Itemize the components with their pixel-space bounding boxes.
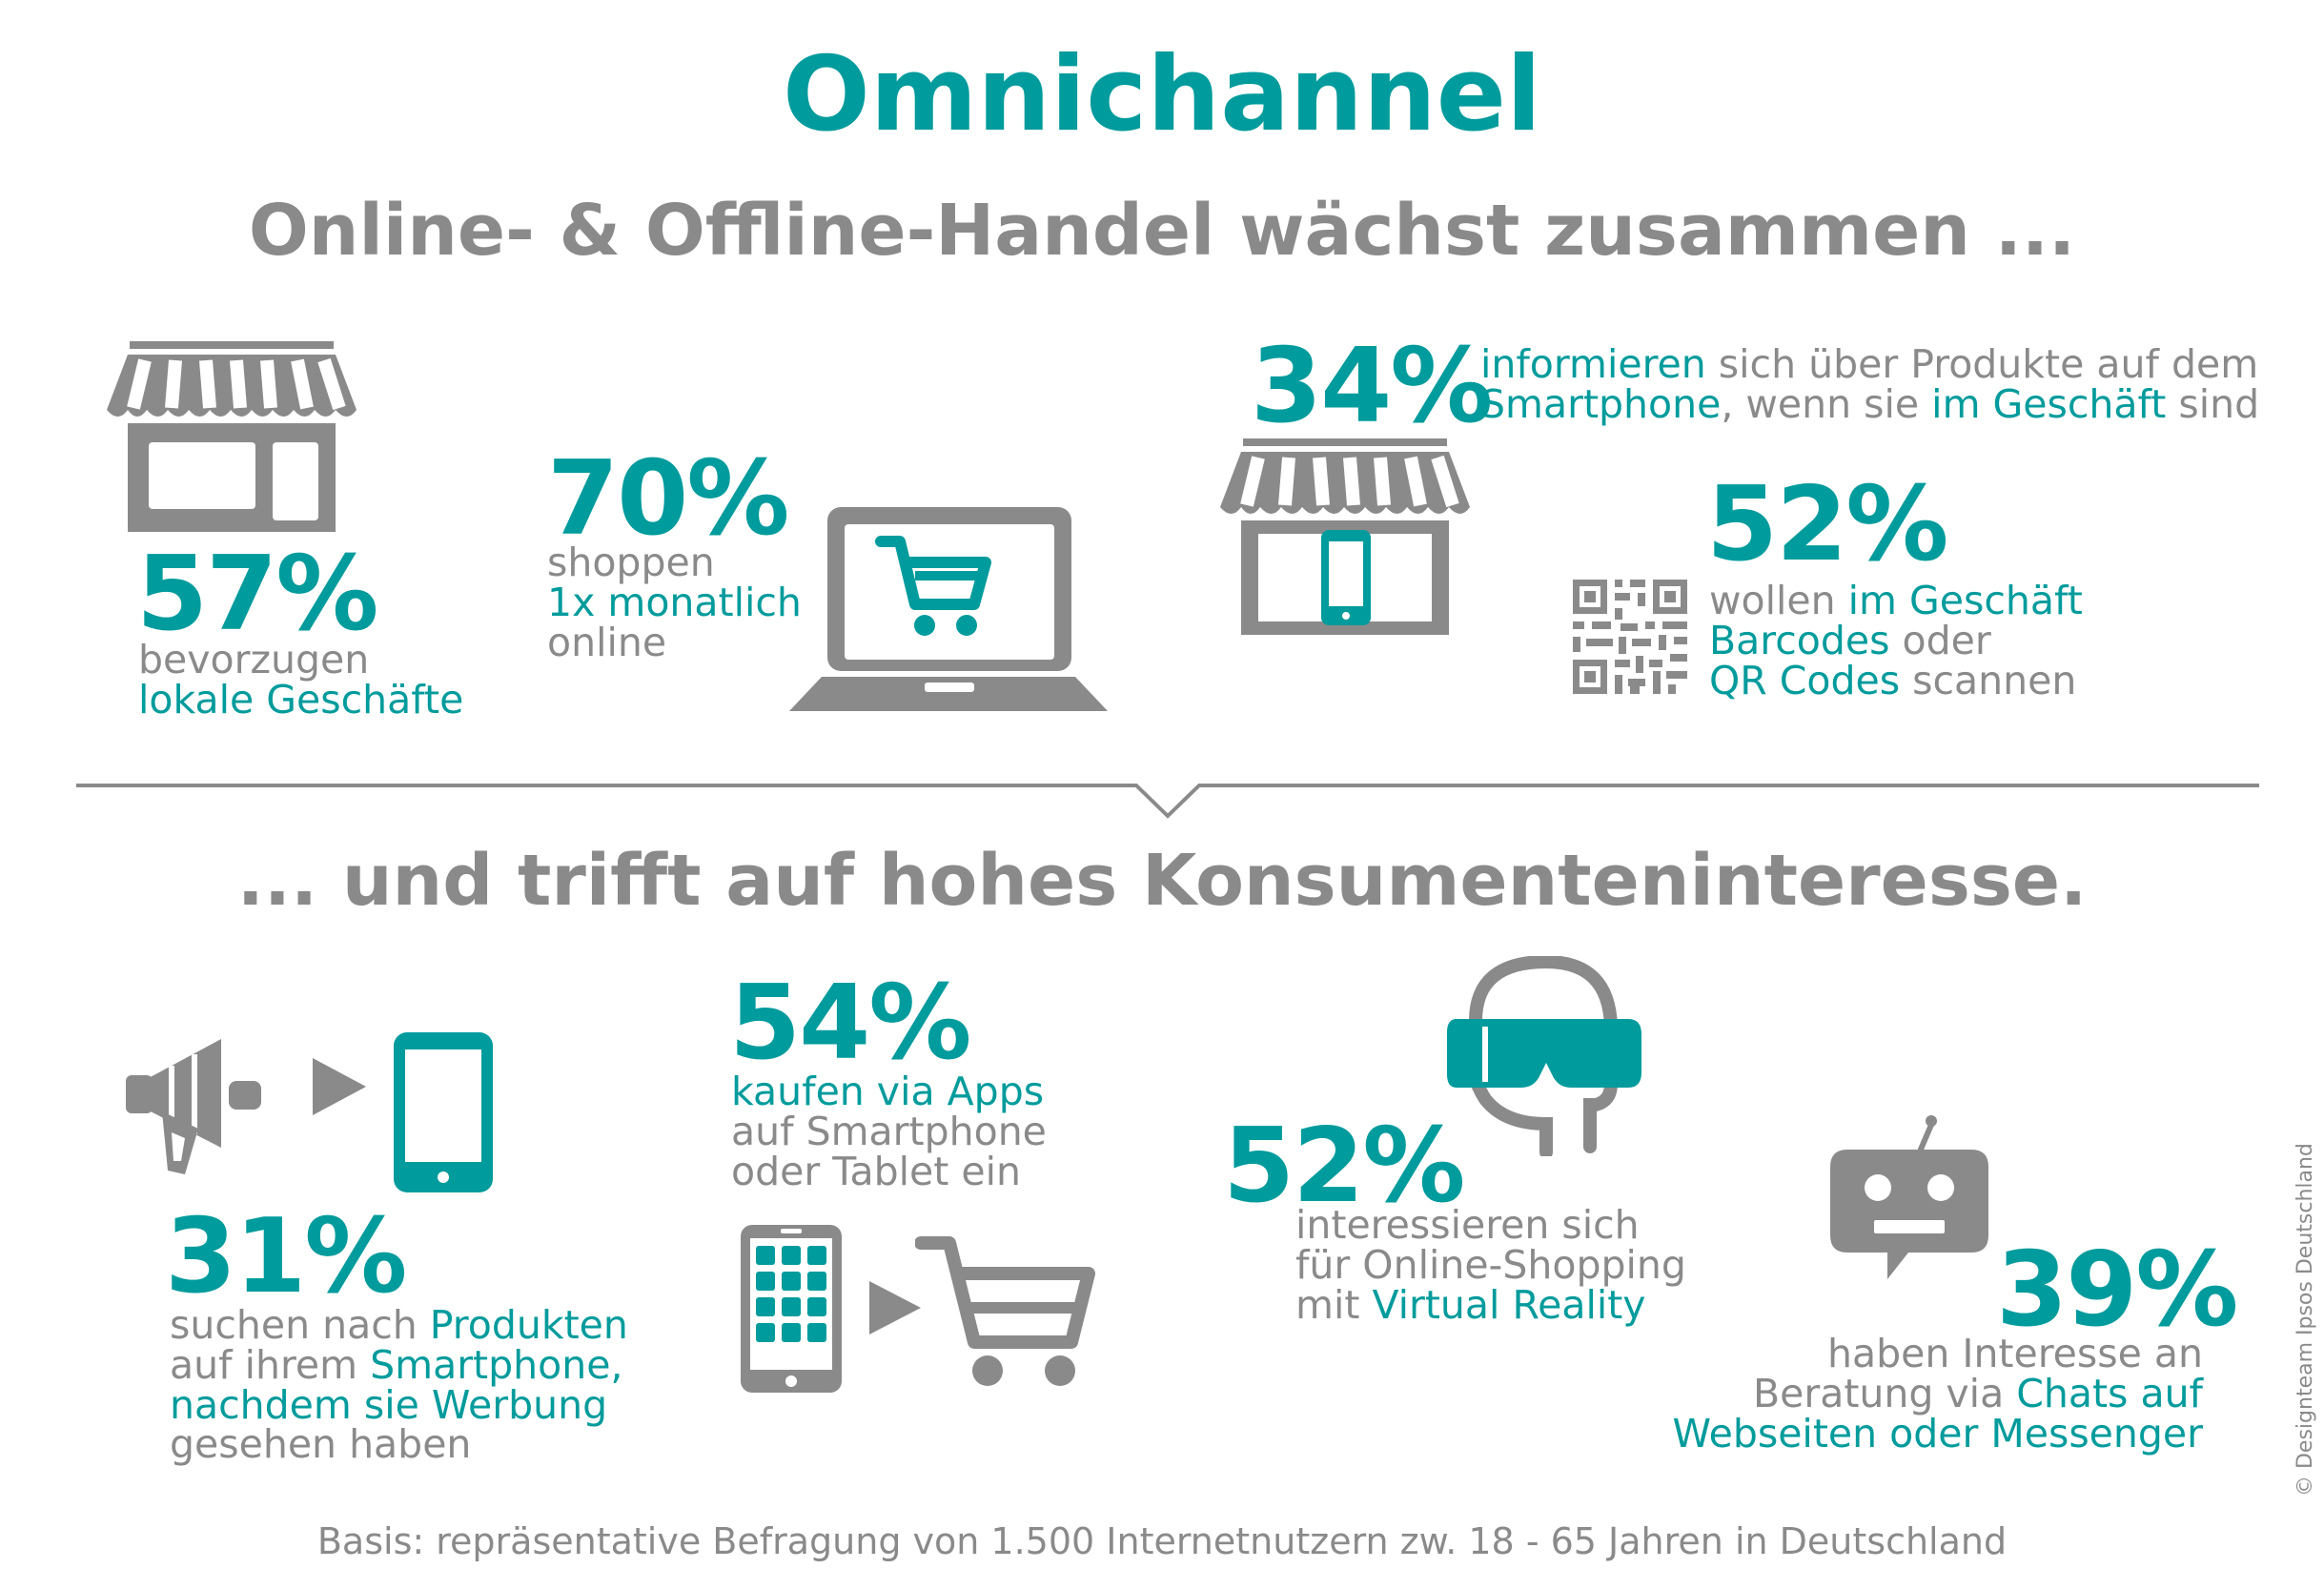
qr-code-icon [1573,580,1687,694]
copyright-notice: © Designteam Ipsos Deutschland [2293,1143,2317,1497]
stat-52b-value: 52% [1223,1107,1466,1226]
footnote-basis: Basis: repräsentative Befragung von 1.50… [316,1520,2008,1562]
arrow-right-icon [869,1281,921,1334]
stat-70-desc: shoppen 1x monatlich online [547,540,802,665]
store-smartphone-icon [1220,438,1470,635]
section-divider [76,784,2259,819]
headline-bottom: ... und trifft auf hohes Konsumenteninte… [236,840,2088,922]
chatbot-icon [1830,1115,1988,1279]
stat-70-value: 70% [547,439,790,559]
arrow-right-icon [313,1058,366,1115]
tablet-apps-icon [741,1225,842,1393]
megaphone-icon [126,1039,261,1174]
stat-57-desc: bevorzugen lokale Geschäfte [138,637,464,723]
page-title: Omnichannel [782,35,1542,154]
stat-31-value: 31% [165,1197,408,1316]
stat-52a-desc: wollen im Geschäft Barcodes oder QR Code… [1709,578,2083,703]
stat-52b-desc: interessieren sich für Online-Shopping m… [1295,1202,1686,1328]
stat-34-desc: informieren sich über Produkte auf dem S… [1480,341,2260,427]
smartphone-icon [394,1032,493,1192]
laptop-cart-icon [789,507,1108,711]
vr-headset-icon [1447,956,1641,1156]
stat-57-value: 57% [136,535,379,654]
stat-54-value: 54% [729,964,972,1083]
shopping-cart-icon [915,1236,1095,1386]
stat-39-desc: haben Interesse an Beratung via Chats au… [1672,1331,2203,1457]
store-icon [107,341,357,532]
stat-39-value: 39% [1996,1231,2239,1350]
stat-34-value: 34% [1251,327,1494,446]
stat-31-desc: suchen nach Produkten auf ihrem Smartpho… [170,1302,628,1468]
stat-52a-value: 52% [1706,465,1949,584]
headline-top: Online- & Offline-Handel wächst zusammen… [248,190,2076,272]
cart-icon [875,536,991,636]
stat-54-desc: kaufen via Apps auf Smartphone oder Tabl… [731,1069,1047,1194]
